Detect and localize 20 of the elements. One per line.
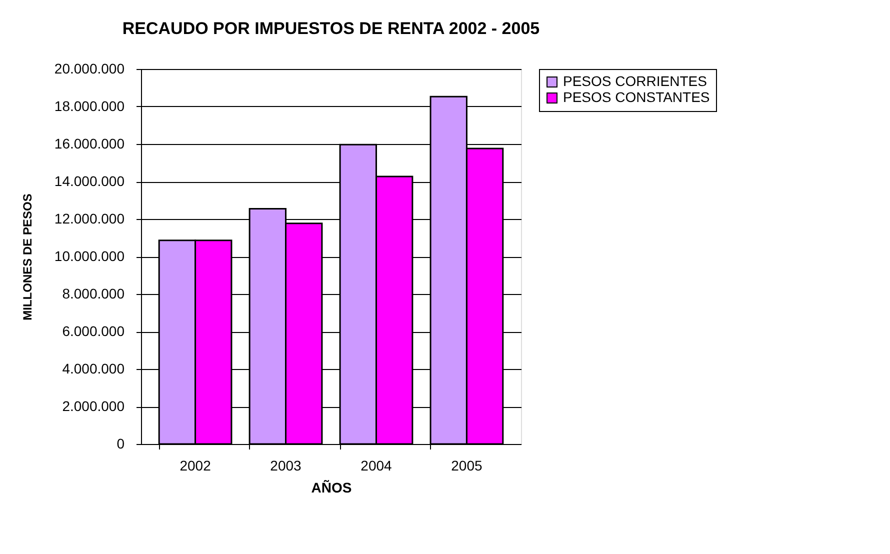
y-tick-label: 14.000.000 — [54, 173, 125, 189]
y-axis-title: MILLONES DE PESOS — [20, 194, 34, 320]
y-tick-label: 4.000.000 — [62, 360, 125, 376]
x-tick-label: 2005 — [451, 458, 482, 474]
chart-title: RECAUDO POR IMPUESTOS DE RENTA 2002 - 2005 — [122, 19, 540, 38]
legend-label: PESOS CORRIENTES — [563, 73, 707, 89]
y-tick-label: 6.000.000 — [62, 323, 125, 339]
y-tick-label: 16.000.000 — [54, 136, 125, 152]
y-tick-label: 20.000.000 — [54, 60, 125, 76]
y-tick-label: 2.000.000 — [62, 398, 125, 414]
y-tick-label: 12.000.000 — [54, 210, 125, 226]
y-tick-label: 8.000.000 — [62, 286, 125, 302]
x-tick-label: 2002 — [180, 458, 212, 474]
legend-label: PESOS CONSTANTES — [563, 89, 710, 105]
y-tick-label: 0 — [116, 436, 125, 452]
y-tick-label: 10.000.000 — [54, 248, 125, 264]
x-axis-title: AÑOS — [311, 480, 352, 496]
x-tick-label: 2003 — [270, 458, 302, 474]
y-tick-label: 18.000.000 — [54, 98, 125, 114]
x-tick-label: 2004 — [360, 458, 392, 474]
